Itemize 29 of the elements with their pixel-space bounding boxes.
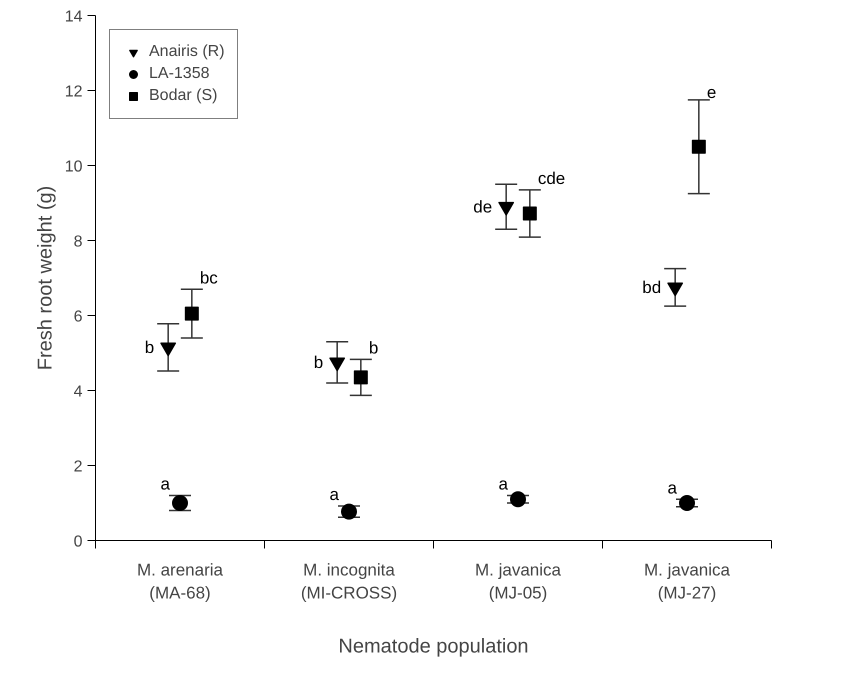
data-label: e [706,82,716,102]
x-tick-label: M. incognita (MI-CROSS) [300,560,398,602]
legend-label: Bodar (S) [149,87,218,105]
x-axis-title: Nematode population [338,635,529,658]
x-tick-label: M. javanica (MJ-27) [644,560,731,602]
y-tick-label: 14 [64,8,83,26]
data-label: b [144,338,154,357]
x-tick-label: M. javanica (MJ-05) [475,560,562,602]
data-label: cde [538,168,566,188]
data-label: bc [200,268,218,288]
y-tick-label: 12 [64,84,83,100]
data-label: a [498,474,509,494]
legend-label: LA-1358 [149,65,210,83]
data-label: b [368,338,378,358]
y-axis-title: Fresh root weight (g) [34,186,57,370]
y-tick-label: 4 [74,384,83,400]
y-tick-label: 6 [74,308,83,326]
y-tick-label: 10 [64,158,83,176]
y-tick-label: 0 [74,534,83,550]
data-label: a [160,474,171,494]
data-label: b [314,352,324,372]
data-label: bd [642,278,662,297]
y-tick-label: 2 [74,458,83,476]
data-label: a [330,485,340,504]
data-label: de [473,197,492,216]
x-tick-label: M. arenaria (MA-68) [137,560,224,602]
data-label: a [668,478,678,498]
legend-label: Anairis (R) [149,43,225,61]
y-tick-label: 8 [74,234,83,250]
